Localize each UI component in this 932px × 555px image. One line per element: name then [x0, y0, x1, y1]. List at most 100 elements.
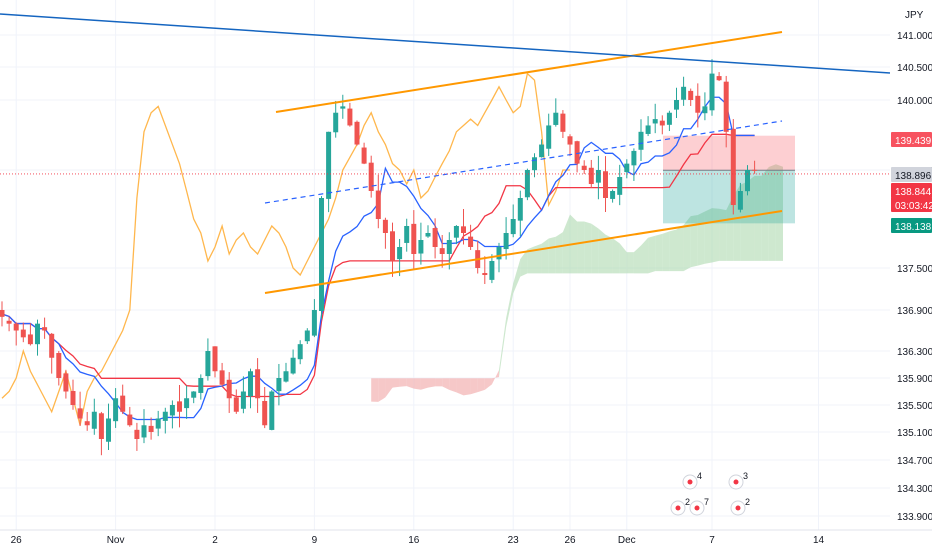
time-axis[interactable]: 26Nov29162326Dec71421	[0, 529, 932, 550]
candle-body	[212, 346, 218, 372]
candle-body	[297, 344, 303, 360]
candle-body	[681, 86, 687, 100]
candle-body	[411, 223, 417, 254]
cloud-segment	[442, 378, 450, 390]
candle-body	[510, 219, 516, 235]
candle-body	[567, 136, 573, 145]
cloud-segment	[719, 208, 727, 261]
candle-body	[439, 248, 445, 254]
candle-body	[397, 247, 403, 260]
price-tick-label: 133.900	[897, 512, 932, 523]
price-tick-label: 136.300	[897, 347, 932, 358]
candle-body	[333, 112, 339, 133]
event-count: 4	[697, 471, 702, 481]
candle-body	[120, 395, 126, 412]
price-label-badge	[891, 218, 932, 233]
cloud-segment	[399, 378, 407, 387]
candle-body	[574, 141, 580, 164]
candle-body	[290, 357, 296, 374]
cloud-segment	[754, 175, 762, 261]
cloud-segment	[435, 378, 443, 387]
cloud-segment	[413, 378, 421, 390]
candle-body	[269, 391, 275, 430]
candle-body	[404, 226, 410, 243]
cloud-segment	[612, 238, 620, 274]
event-count: 7	[704, 497, 709, 507]
event-dot	[687, 479, 693, 485]
candle-body	[248, 371, 253, 397]
drawings[interactable]	[0, 13, 891, 294]
cloud-segment	[633, 245, 641, 274]
cloud-segment	[591, 223, 599, 274]
cloud-segment	[690, 214, 698, 268]
price-tick-label: 134.700	[897, 456, 932, 467]
event-count: 2	[745, 497, 750, 507]
candle-body	[382, 219, 388, 233]
candle-body	[0, 310, 5, 317]
candle-body	[42, 327, 48, 331]
cloud-segment	[534, 243, 542, 274]
cloud-segment	[641, 237, 649, 274]
currency-label: JPY	[905, 10, 924, 21]
candle-body	[418, 240, 424, 254]
price-tick-label: 135.100	[897, 428, 932, 439]
candle-body	[524, 170, 530, 198]
price-label-badge	[891, 167, 932, 182]
cloud-segment	[548, 236, 556, 274]
time-tick-label: 26	[11, 535, 23, 546]
event-dot	[694, 505, 700, 511]
candle-body	[106, 418, 111, 442]
candle-body	[13, 323, 19, 331]
candle-body	[546, 125, 552, 149]
candle-body	[468, 236, 474, 247]
candle-body	[347, 108, 353, 126]
candle-body	[603, 171, 608, 198]
candle-body	[745, 170, 750, 192]
cloud-segment	[775, 164, 783, 261]
candle-body	[695, 95, 701, 113]
candle-body	[162, 411, 168, 421]
base-line	[1, 133, 755, 398]
candle-body	[354, 121, 360, 145]
candle-body	[709, 73, 715, 111]
cloud-segment	[392, 378, 400, 388]
candle-body	[581, 165, 587, 170]
candle-body	[184, 398, 190, 409]
profit-zone	[663, 135, 795, 171]
event-markers[interactable]: 4 2 7 3 2	[670, 471, 750, 516]
candle-body	[688, 90, 694, 100]
candle-body	[63, 373, 69, 392]
time-tick-label: 9	[312, 535, 318, 546]
cloud-segment	[378, 378, 386, 402]
candle-body	[304, 330, 310, 342]
cloud-segment	[506, 283, 514, 328]
long-position-tool[interactable]	[663, 135, 795, 224]
time-tick-label: Dec	[618, 535, 636, 546]
candle-body	[368, 162, 374, 191]
cloud-segment	[371, 378, 379, 402]
cloud-segment	[541, 238, 549, 274]
candle-body	[723, 81, 729, 132]
candle-body	[461, 226, 466, 233]
cloud-segment	[648, 235, 656, 274]
time-tick-label: 14	[813, 535, 825, 546]
price-axis[interactable]: JPY141.000140.500140.000138.900137.50013…	[890, 0, 932, 550]
candle-body	[27, 334, 33, 345]
candle-body	[752, 169, 758, 171]
candle-body	[539, 144, 545, 158]
candle-body	[233, 397, 239, 412]
price-tick-label: 137.500	[897, 264, 932, 275]
lagging-span-line	[1, 72, 570, 426]
cloud-segment	[420, 378, 428, 390]
candle-body	[532, 157, 537, 171]
candle-body	[169, 405, 175, 416]
cloud-segment	[499, 318, 507, 378]
candle-body	[610, 191, 616, 199]
candle-body	[77, 408, 83, 419]
time-axis-bg	[0, 530, 890, 550]
cloud-segment	[484, 378, 492, 390]
candle-body	[716, 76, 722, 81]
candle-body	[631, 150, 637, 166]
